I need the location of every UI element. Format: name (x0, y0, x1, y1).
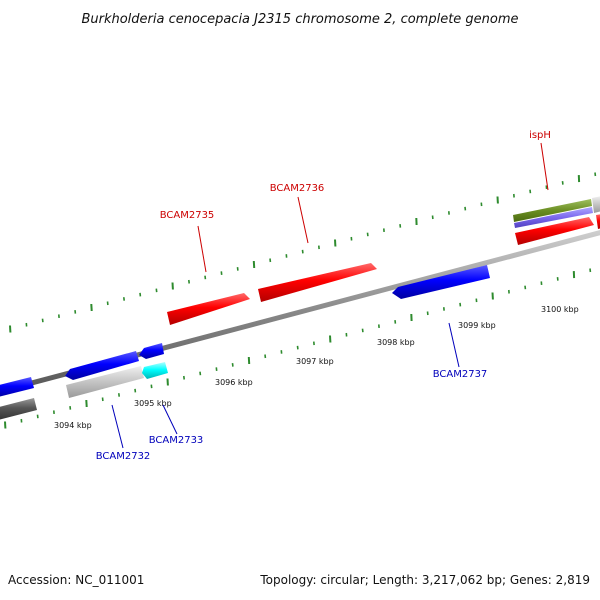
gene-arrow-bcam2735[interactable] (167, 293, 250, 325)
feature-purple-isph[interactable] (514, 207, 593, 228)
tick-labels: 3094 kbp 3095 kbp 3096 kbp 3097 kbp 3098… (54, 305, 579, 430)
gene-label-bcam2733[interactable]: BCAM2733 (149, 435, 204, 446)
leader-line-bcam2735 (197, 225, 207, 273)
genome-summary-text: Topology: circular; Length: 3,217,062 bp… (260, 573, 590, 587)
gene-arrow-bcam2736[interactable] (258, 263, 377, 302)
gene-arrow-grey-left-edge[interactable] (0, 398, 37, 420)
gene-arrow-bcam2732[interactable] (65, 351, 139, 380)
lower-tick-track (4, 268, 592, 429)
tick-label-3098: 3098 kbp (377, 338, 415, 347)
accession-text: Accession: NC_011001 (8, 573, 145, 587)
gene-label-bcam2732[interactable]: BCAM2732 (96, 451, 151, 462)
gene-label-bcam2737[interactable]: BCAM2737 (433, 369, 488, 380)
tick-label-3096: 3096 kbp (215, 378, 253, 387)
feature-olive-isph[interactable] (513, 199, 592, 222)
leader-line-bcam2732 (111, 404, 124, 449)
gene-label-bcam2735[interactable]: BCAM2735 (160, 210, 215, 221)
gene-arrow-isph[interactable] (515, 217, 594, 245)
gene-arrow-reverse-left-edge[interactable] (0, 377, 34, 397)
tick-label-3100: 3100 kbp (541, 305, 579, 314)
leader-lines (111, 142, 549, 449)
gene-arrow-bcam2733[interactable] (139, 343, 164, 359)
leader-line-bcam2733 (162, 404, 178, 435)
gene-arrow-red-right-edge[interactable] (596, 214, 600, 229)
gene-label-isph[interactable]: ispH (529, 130, 551, 141)
gene-arrow-grey-3095[interactable] (66, 366, 144, 398)
gene-label-bcam2736[interactable]: BCAM2736 (270, 183, 325, 194)
gene-arrow-bcam2737[interactable] (392, 265, 490, 299)
tick-label-3097: 3097 kbp (296, 357, 334, 366)
tick-label-3095: 3095 kbp (134, 399, 172, 408)
tick-label-3094: 3094 kbp (54, 421, 92, 430)
gene-arrow-cyan-3095[interactable] (142, 362, 168, 379)
tick-label-3099: 3099 kbp (458, 321, 496, 330)
leader-line-isph (540, 142, 549, 191)
feature-grey-right-edge[interactable] (592, 196, 600, 213)
chart-title: Burkholderia cenocepacia J2315 chromosom… (81, 12, 518, 27)
upper-tick-track (9, 172, 597, 333)
leader-line-bcam2737 (448, 322, 460, 368)
leader-line-bcam2736 (297, 196, 309, 244)
